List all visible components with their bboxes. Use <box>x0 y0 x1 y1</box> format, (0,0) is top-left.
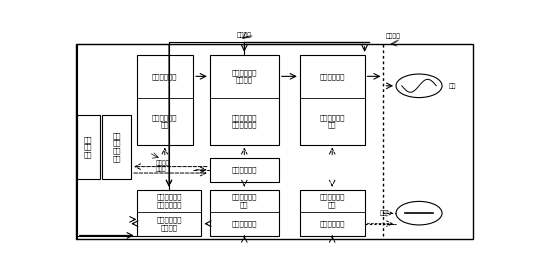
Bar <box>137 190 201 236</box>
Text: 离网逆变监测
系统: 离网逆变监测 系统 <box>320 193 345 208</box>
Text: 储能
电池
组件: 储能 电池 组件 <box>84 136 92 158</box>
Text: 储能状态
通信线: 储能状态 通信线 <box>156 160 170 172</box>
Text: 能量管理系统: 能量管理系统 <box>232 167 257 173</box>
Text: 整流变换控制
系统: 整流变换控制 系统 <box>232 193 257 208</box>
Bar <box>77 115 100 179</box>
Text: 离网逆变模块: 离网逆变模块 <box>320 220 345 227</box>
Text: 光伏电池阵列: 光伏电池阵列 <box>152 73 178 80</box>
Text: 整流变换模块: 整流变换模块 <box>232 220 257 227</box>
Text: 储能电池直流
交变控制系统: 储能电池直流 交变控制系统 <box>156 193 182 208</box>
Text: 储能电池直流
变换模块: 储能电池直流 变换模块 <box>156 217 182 231</box>
Text: 并网逆变模块: 并网逆变模块 <box>320 73 345 80</box>
Bar <box>300 55 365 145</box>
Bar <box>210 190 279 236</box>
Text: 直流母线: 直流母线 <box>237 32 252 38</box>
Text: 交流母线: 交流母线 <box>386 33 401 39</box>
Text: 光伏电池直流
变换模块: 光伏电池直流 变换模块 <box>232 69 257 83</box>
Bar <box>102 115 131 179</box>
Text: 并网逆变监测
系统: 并网逆变监测 系统 <box>320 114 345 128</box>
Text: 光伏电池管理
系统: 光伏电池管理 系统 <box>152 114 178 128</box>
Bar <box>300 190 365 236</box>
Text: 储能
电池
管理
系统: 储能 电池 管理 系统 <box>112 132 121 162</box>
Text: 电网: 电网 <box>448 83 456 89</box>
Bar <box>137 55 193 145</box>
Bar <box>210 55 279 145</box>
Bar <box>210 158 279 182</box>
Text: 光伏电池直流
变换控制系统: 光伏电池直流 变换控制系统 <box>232 114 257 128</box>
Text: 负荷: 负荷 <box>380 210 388 216</box>
